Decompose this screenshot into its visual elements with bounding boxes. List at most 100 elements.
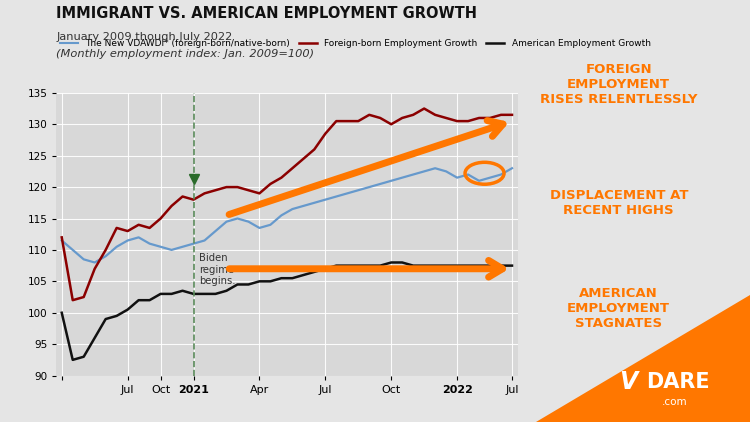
Foreign-born Employment Growth <box>57 235 66 240</box>
Line: The New VDAWDI* (foreign-born/native-born): The New VDAWDI* (foreign-born/native-bor… <box>62 168 512 262</box>
Foreign-born Employment Growth <box>442 116 451 121</box>
The New VDAWDI* (foreign-born/native-born) <box>211 229 220 234</box>
Foreign-born Employment Growth <box>134 222 143 227</box>
The New VDAWDI* (foreign-born/native-born) <box>387 178 396 183</box>
Foreign-born Employment Growth <box>343 119 352 124</box>
Text: DISPLACEMENT AT
RECENT HIGHS: DISPLACEMENT AT RECENT HIGHS <box>550 189 688 216</box>
American Employment Growth <box>387 260 396 265</box>
Foreign-born Employment Growth <box>90 266 99 271</box>
American Employment Growth <box>452 263 461 268</box>
Foreign-born Employment Growth <box>145 225 154 230</box>
Text: (Monthly employment index: Jan. 2009=100): (Monthly employment index: Jan. 2009=100… <box>56 49 314 59</box>
The New VDAWDI* (foreign-born/native-born) <box>112 244 122 249</box>
Foreign-born Employment Growth <box>452 119 461 124</box>
American Employment Growth <box>123 307 132 312</box>
Legend: The New VDAWDI* (foreign-born/native-born), Foreign-born Employment Growth, Amer: The New VDAWDI* (foreign-born/native-bor… <box>56 35 654 51</box>
American Employment Growth <box>189 291 198 296</box>
Foreign-born Employment Growth <box>233 184 242 189</box>
The New VDAWDI* (foreign-born/native-born) <box>332 194 340 199</box>
Foreign-born Employment Growth <box>68 298 77 303</box>
Foreign-born Employment Growth <box>123 229 132 234</box>
The New VDAWDI* (foreign-born/native-born) <box>222 219 231 224</box>
The New VDAWDI* (foreign-born/native-born) <box>200 238 209 243</box>
Foreign-born Employment Growth <box>200 191 209 196</box>
The New VDAWDI* (foreign-born/native-born) <box>496 172 506 177</box>
Foreign-born Employment Growth <box>101 247 110 252</box>
American Employment Growth <box>222 288 231 293</box>
The New VDAWDI* (foreign-born/native-born) <box>310 200 319 206</box>
The New VDAWDI* (foreign-born/native-born) <box>145 241 154 246</box>
The New VDAWDI* (foreign-born/native-born) <box>298 203 307 208</box>
Foreign-born Employment Growth <box>409 112 418 117</box>
The New VDAWDI* (foreign-born/native-born) <box>233 216 242 221</box>
Foreign-born Employment Growth <box>496 112 506 117</box>
Foreign-born Employment Growth <box>298 156 307 161</box>
Foreign-born Employment Growth <box>485 116 494 121</box>
American Employment Growth <box>178 288 187 293</box>
The New VDAWDI* (foreign-born/native-born) <box>80 257 88 262</box>
American Employment Growth <box>277 276 286 281</box>
Foreign-born Employment Growth <box>364 112 374 117</box>
Foreign-born Employment Growth <box>508 112 517 117</box>
Foreign-born Employment Growth <box>464 119 472 124</box>
The New VDAWDI* (foreign-born/native-born) <box>508 166 517 171</box>
American Employment Growth <box>134 298 143 303</box>
The New VDAWDI* (foreign-born/native-born) <box>101 254 110 259</box>
Text: DARE: DARE <box>646 372 710 392</box>
American Employment Growth <box>398 260 406 265</box>
Foreign-born Employment Growth <box>420 106 429 111</box>
American Employment Growth <box>68 357 77 362</box>
American Employment Growth <box>364 263 374 268</box>
American Employment Growth <box>90 335 99 341</box>
American Employment Growth <box>298 273 307 278</box>
The New VDAWDI* (foreign-born/native-born) <box>167 247 176 252</box>
American Employment Growth <box>332 263 340 268</box>
American Employment Growth <box>156 291 165 296</box>
Foreign-born Employment Growth <box>112 225 122 230</box>
American Employment Growth <box>145 298 154 303</box>
Text: January 2009 though July 2022: January 2009 though July 2022 <box>56 32 232 42</box>
The New VDAWDI* (foreign-born/native-born) <box>255 225 264 230</box>
The New VDAWDI* (foreign-born/native-born) <box>420 169 429 174</box>
Foreign-born Employment Growth <box>332 119 340 124</box>
American Employment Growth <box>255 279 264 284</box>
Foreign-born Employment Growth <box>288 166 297 171</box>
American Employment Growth <box>80 354 88 359</box>
The New VDAWDI* (foreign-born/native-born) <box>398 175 406 180</box>
Foreign-born Employment Growth <box>398 116 406 121</box>
Text: FOREIGN
EMPLOYMENT
RISES RELENTLESSLY: FOREIGN EMPLOYMENT RISES RELENTLESSLY <box>540 63 698 106</box>
American Employment Growth <box>485 263 494 268</box>
American Employment Growth <box>464 263 472 268</box>
The New VDAWDI* (foreign-born/native-born) <box>244 219 253 224</box>
Foreign-born Employment Growth <box>387 122 396 127</box>
Foreign-born Employment Growth <box>376 116 385 121</box>
American Employment Growth <box>200 291 209 296</box>
American Employment Growth <box>442 263 451 268</box>
American Employment Growth <box>167 291 176 296</box>
American Employment Growth <box>321 266 330 271</box>
The New VDAWDI* (foreign-born/native-born) <box>452 175 461 180</box>
The New VDAWDI* (foreign-born/native-born) <box>288 206 297 211</box>
The New VDAWDI* (foreign-born/native-born) <box>277 213 286 218</box>
The New VDAWDI* (foreign-born/native-born) <box>430 166 439 171</box>
American Employment Growth <box>112 314 122 319</box>
American Employment Growth <box>211 291 220 296</box>
The New VDAWDI* (foreign-born/native-born) <box>90 260 99 265</box>
American Employment Growth <box>409 263 418 268</box>
The New VDAWDI* (foreign-born/native-born) <box>321 197 330 202</box>
American Employment Growth <box>233 282 242 287</box>
Foreign-born Employment Growth <box>354 119 363 124</box>
Line: American Employment Growth: American Employment Growth <box>62 262 512 360</box>
Foreign-born Employment Growth <box>266 181 275 187</box>
Line: Foreign-born Employment Growth: Foreign-born Employment Growth <box>62 108 512 300</box>
Text: AMERICAN
EMPLOYMENT
STAGNATES: AMERICAN EMPLOYMENT STAGNATES <box>567 287 670 330</box>
Foreign-born Employment Growth <box>430 112 439 117</box>
American Employment Growth <box>266 279 275 284</box>
The New VDAWDI* (foreign-born/native-born) <box>57 238 66 243</box>
The New VDAWDI* (foreign-born/native-born) <box>189 241 198 246</box>
American Employment Growth <box>508 263 517 268</box>
The New VDAWDI* (foreign-born/native-born) <box>266 222 275 227</box>
The New VDAWDI* (foreign-born/native-born) <box>134 235 143 240</box>
Foreign-born Employment Growth <box>255 191 264 196</box>
Foreign-born Employment Growth <box>178 194 187 199</box>
